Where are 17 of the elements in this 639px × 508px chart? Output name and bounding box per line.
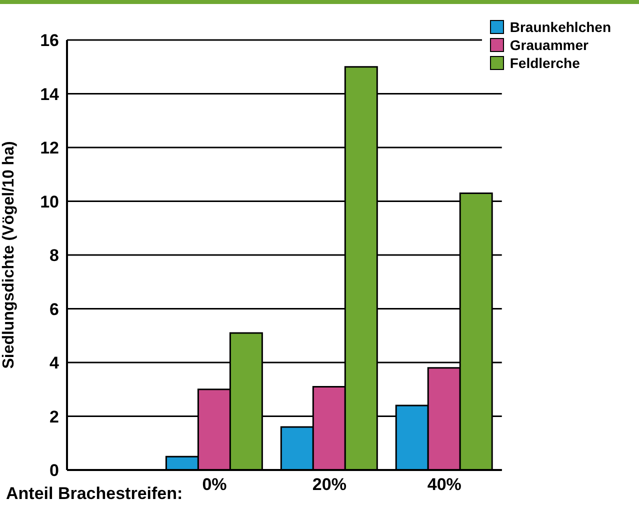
y-tick-label: 10 [40, 192, 59, 212]
x-axis-title: Anteil Brachestreifen: [6, 484, 183, 504]
y-tick-label: 14 [40, 84, 60, 104]
y-tick-label: 12 [40, 138, 59, 158]
y-tick-label: 8 [50, 246, 59, 266]
y-tick-label: 0 [50, 461, 59, 480]
y-axis-title: Siedlungsdichte (Vögel/10 ha) [0, 141, 18, 369]
x-tick-label: 20% [312, 475, 346, 494]
y-tick-label: 4 [50, 354, 60, 373]
legend-label: Feldlerche [508, 54, 581, 72]
legend-label: Grauammer [508, 36, 590, 54]
x-tick-label: 0% [202, 475, 227, 494]
y-tick-label: 6 [50, 300, 59, 319]
x-tick-label: 40% [427, 475, 462, 494]
legend-label: Braunkehlchen [508, 18, 611, 36]
y-tick-label: 16 [40, 31, 59, 50]
y-tick-label: 2 [50, 407, 59, 426]
